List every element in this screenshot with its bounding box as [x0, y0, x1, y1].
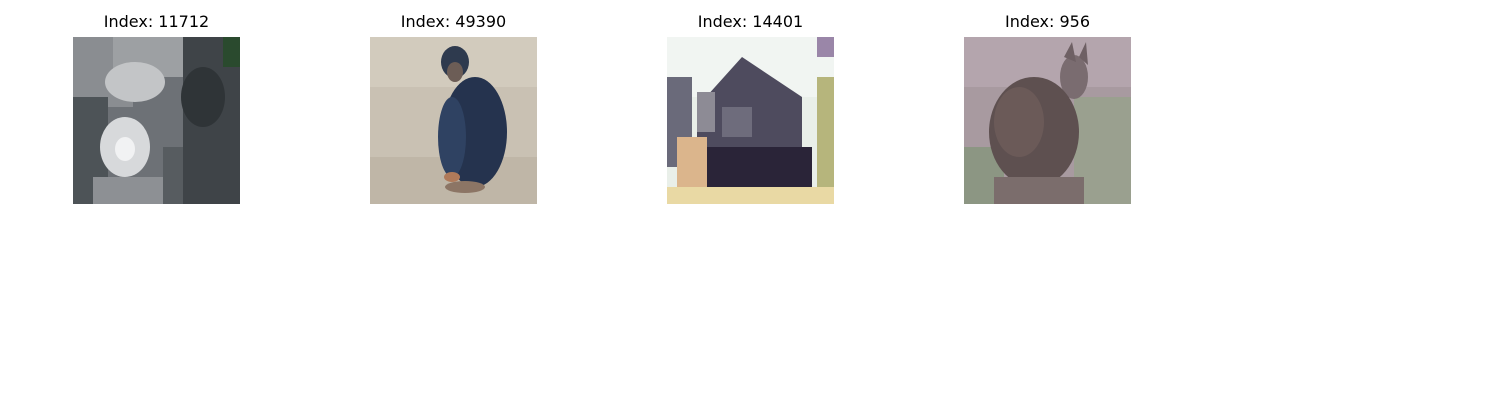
panel-title: Index: 956 — [1004, 12, 1091, 31]
image-panel-2: Index: 49390 — [370, 11, 537, 204]
kangaroo-image — [964, 37, 1131, 204]
house-image — [667, 37, 834, 204]
chimpanzee-sitting-image — [370, 37, 537, 204]
image-panel-4: Index: 956 — [964, 11, 1131, 204]
panel-title: Index: 11712 — [103, 12, 210, 31]
chimpanzee-closeup-image — [73, 37, 240, 204]
image-panel-3: Index: 14401 — [667, 11, 834, 204]
image-panel-1: Index: 11712 — [73, 11, 240, 204]
panel-title: Index: 14401 — [697, 12, 804, 31]
panel-title: Index: 49390 — [400, 12, 507, 31]
